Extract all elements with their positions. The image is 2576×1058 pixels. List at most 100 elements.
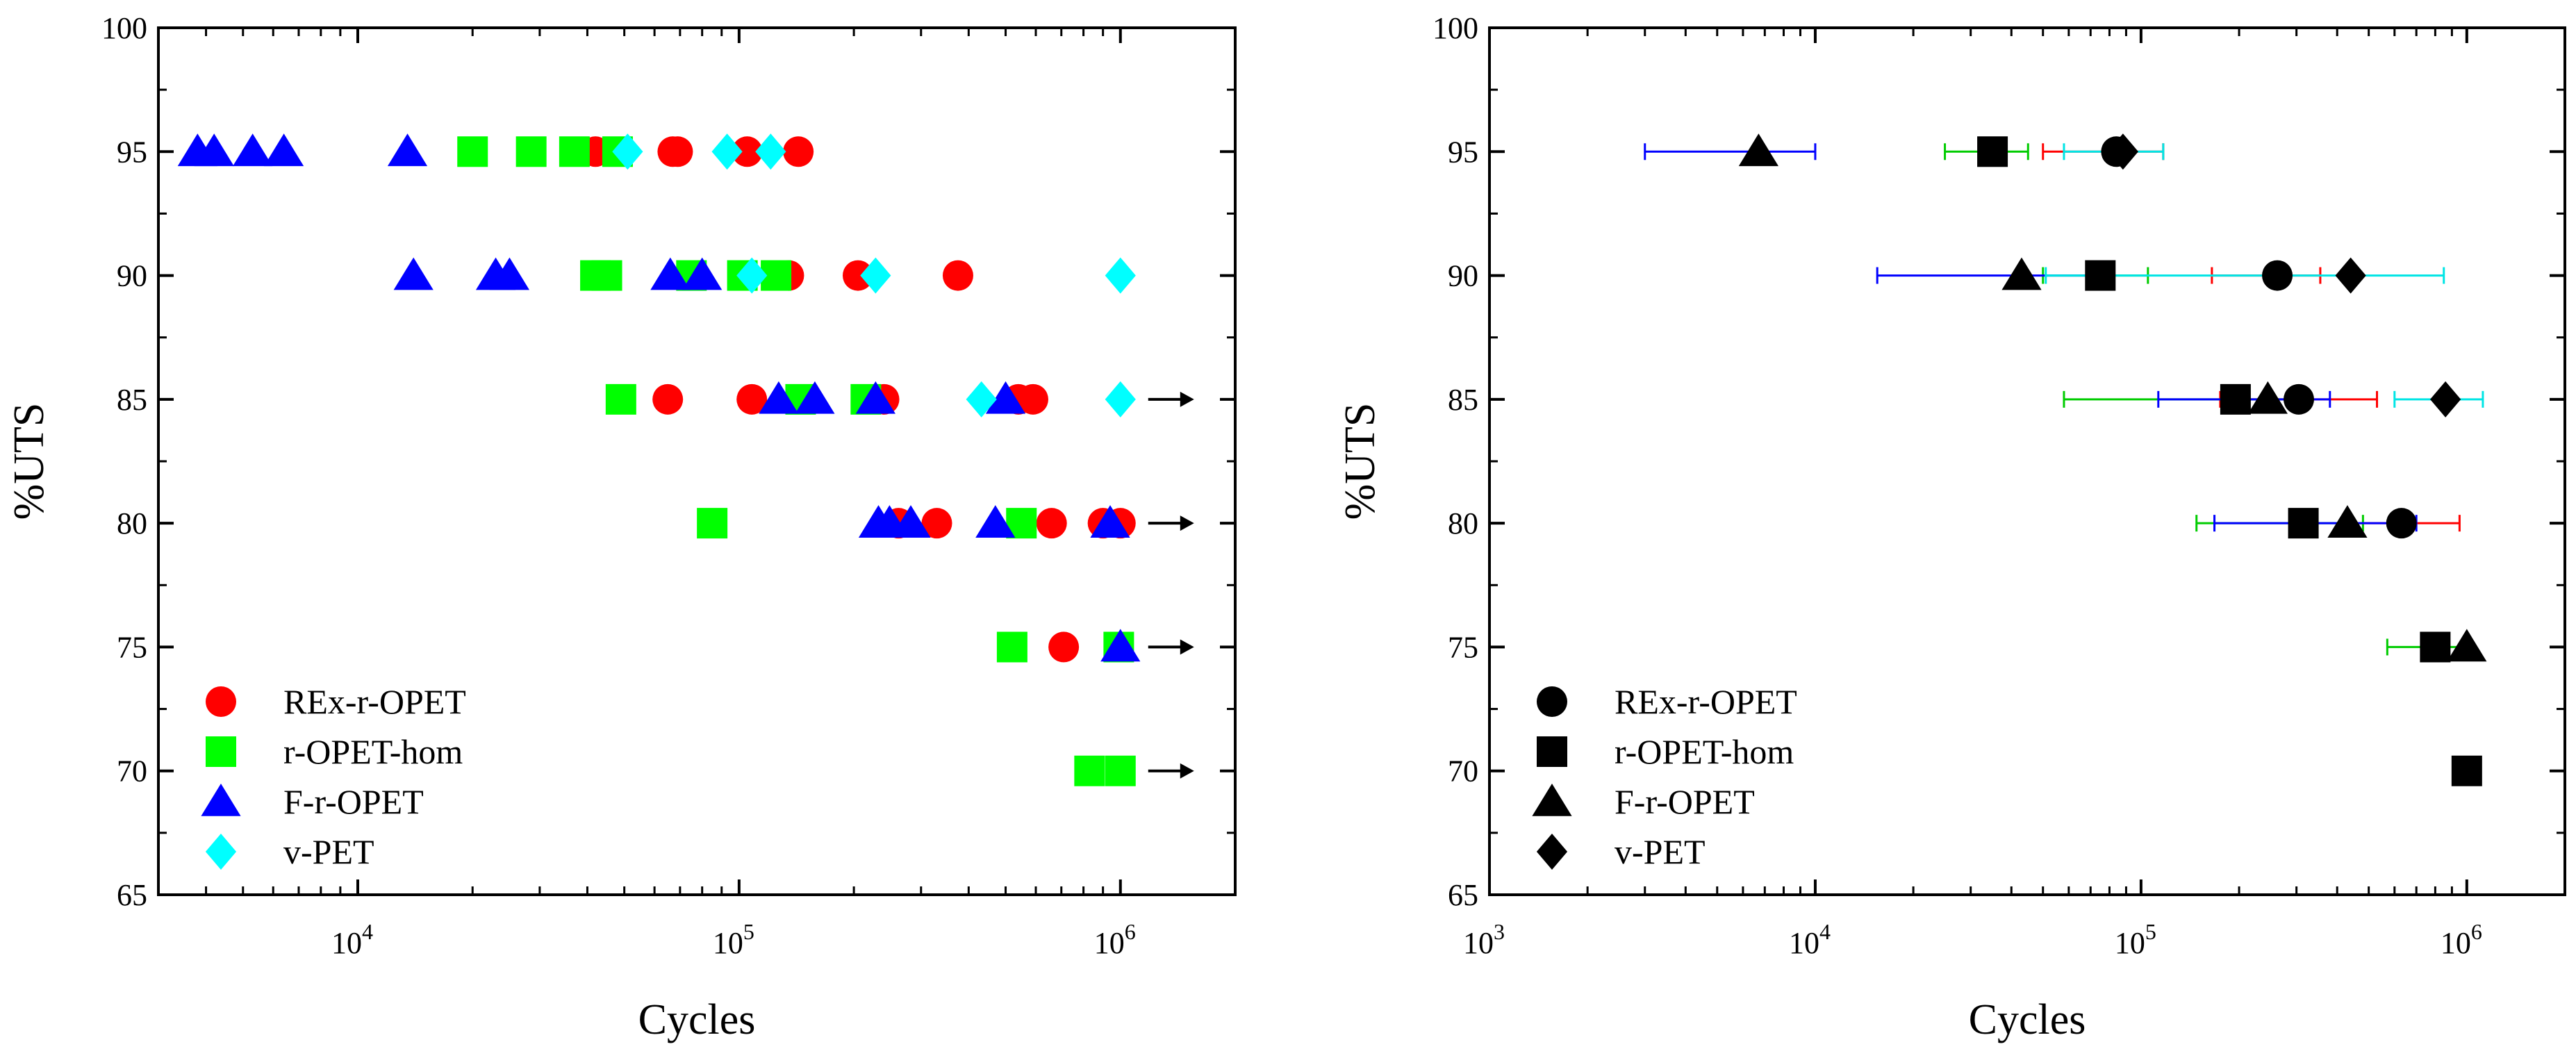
data-point-v-pet [612,133,643,170]
legend-label-r-opet-hom: r-OPET-hom [283,732,463,771]
y-tick-label: 80 [117,506,147,540]
x-axis-title: Cycles [1969,996,2086,1043]
data-point-f-r-opet [2001,257,2042,290]
data-point-f-r-opet [1738,133,1778,167]
x-axis-title: Cycles [638,996,756,1043]
legend-marker-f-r-opet [1532,784,1572,816]
y-axis-title: %UTS [1337,403,1384,520]
data-point-rex-r-opet [736,383,768,415]
data-point-f-r-opet [891,505,931,538]
data-point-f-r-opet [2447,629,2487,662]
data-point-f-r-opet [489,257,530,290]
data-point-r-opet-hom [559,136,590,167]
legend-marker-rex-r-opet [1537,686,1567,717]
legend-label-f-r-opet: F-r-OPET [283,782,424,821]
legend-label-v-pet: v-PET [283,832,374,871]
data-point-f-r-opet [233,133,273,167]
data-point-f-r-opet [2247,381,2288,414]
y-axis-title: %UTS [6,403,53,520]
data-point-f-r-opet [759,381,799,414]
data-point-v-pet [2335,257,2366,294]
data-point-r-opet-hom [2288,508,2319,539]
legend-marker-v-pet [1536,834,1568,870]
data-point-v-pet [860,257,891,294]
runout-arrow-head [1180,391,1194,407]
data-point-v-pet [2107,133,2138,170]
runout-arrow-head [1180,639,1194,655]
legend-label-r-opet-hom: r-OPET-hom [1615,732,1794,771]
data-point-rex-r-opet [732,136,763,167]
y-tick-label: 65 [1448,878,1478,912]
data-point-f-r-opet [650,257,691,290]
data-point-r-opet-hom [591,260,622,291]
data-point-r-opet-hom [2220,383,2251,415]
data-point-r-opet-hom [697,508,728,539]
data-point-r-opet-hom [2420,631,2451,663]
data-point-r-opet-hom [1977,136,2008,167]
data-point-r-opet-hom [2085,260,2116,291]
data-point-rex-r-opet [662,136,693,167]
y-tick-label: 65 [117,878,147,912]
runout-arrow-head [1180,515,1194,531]
legend-label-rex-r-opet: REx-r-OPET [283,682,466,721]
data-point-f-r-opet [2327,505,2368,538]
data-point-v-pet [711,133,743,170]
data-point-v-pet [966,381,997,418]
y-tick-label: 70 [1448,754,1478,788]
y-tick-label: 75 [1448,630,1478,664]
x-tick-label: 104 [331,919,373,960]
data-point-r-opet-hom [996,631,1027,663]
runout-arrow-head [1180,763,1194,779]
y-tick-label: 90 [1448,259,1478,293]
legend-label-v-pet: v-PET [1615,832,1706,871]
data-point-rex-r-opet [1036,508,1067,539]
x-tick-label: 103 [1463,919,1505,960]
data-point-f-r-opet [975,505,1016,538]
data-point-r-opet-hom [605,383,636,415]
data-point-rex-r-opet [2386,508,2417,539]
data-point-r-opet-hom [1074,755,1105,786]
data-point-f-r-opet [855,381,895,414]
legend-marker-rex-r-opet [206,686,236,717]
data-point-rex-r-opet [1048,631,1080,663]
data-point-f-r-opet [682,257,723,290]
legend-marker-r-opet-hom [206,736,236,767]
data-point-f-r-opet [1100,629,1141,662]
data-point-v-pet [1105,257,1136,294]
legend-label-f-r-opet: F-r-OPET [1615,782,1755,821]
data-point-rex-r-opet [783,136,814,167]
data-point-rex-r-opet [652,383,684,415]
data-point-f-r-opet [387,133,428,167]
data-point-f-r-opet [985,381,1026,414]
y-tick-label: 95 [117,135,147,169]
data-point-rex-r-opet [1017,383,1048,415]
data-point-v-pet [2430,381,2461,418]
legend-marker-r-opet-hom [1537,736,1567,767]
data-point-f-r-opet [393,257,434,290]
data-point-f-r-opet [194,133,234,167]
data-point-rex-r-opet [2262,260,2293,291]
data-point-r-opet-hom [457,136,488,167]
y-tick-label: 100 [1433,11,1478,45]
data-point-v-pet [736,257,768,294]
data-point-r-opet-hom [515,136,547,167]
y-tick-label: 80 [1448,506,1478,540]
data-point-r-opet-hom [2451,755,2482,786]
data-point-f-r-opet [795,381,835,414]
y-tick-label: 90 [117,259,147,293]
data-point-rex-r-opet [921,508,952,539]
data-point-r-opet-hom [1105,755,1136,786]
y-tick-label: 85 [1448,383,1478,417]
data-point-rex-r-opet [2283,383,2314,415]
x-tick-label: 105 [2115,919,2156,960]
x-tick-label: 104 [1789,919,1831,960]
x-tick-label: 105 [713,919,754,960]
x-tick-label: 106 [2441,919,2482,960]
y-tick-label: 70 [117,754,147,788]
data-point-rex-r-opet [843,260,874,291]
right-panel: 65 70 75 80 85 90 95 100 103 104 105 106 Cycles %UTS R… [1337,11,2566,1043]
legend-marker-f-r-opet [201,784,241,816]
left-panel: 65 70 75 80 85 90 95 100 104 105 106 Cycles %UTS REx-… [6,11,1237,1043]
legend-label-rex-r-opet: REx-r-OPET [1615,682,1797,721]
